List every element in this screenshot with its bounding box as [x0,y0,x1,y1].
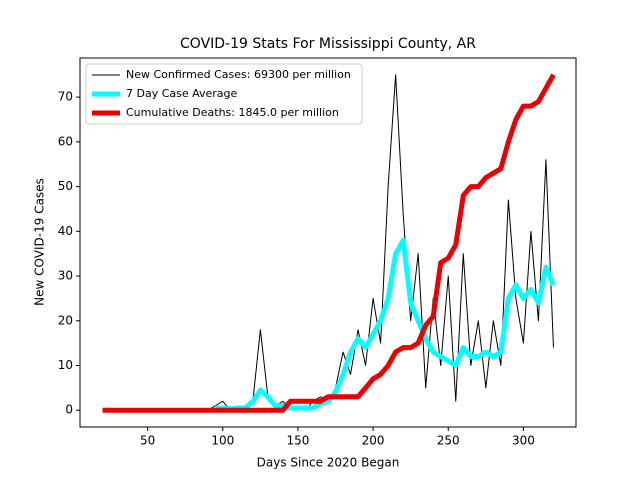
chart-title: COVID-19 Stats For Mississippi County, A… [180,36,476,52]
y-tick-label: 60 [58,134,73,148]
series-line [102,74,554,411]
y-tick-label: 50 [58,179,73,193]
x-axis-label: Days Since 2020 Began [257,456,400,470]
series-line [102,73,556,413]
y-tick-label: 10 [58,358,73,372]
y-tick-label: 0 [65,403,73,417]
y-tick-label: 70 [58,90,73,104]
legend-label: 7 Day Case Average [126,87,238,100]
plot-frame [79,57,577,428]
y-tick-label: 20 [58,313,73,327]
x-tick-label: 200 [362,434,385,448]
series-line [215,237,556,412]
legend-label: New Confirmed Cases: 69300 per million [126,68,351,81]
legend-label: Cumulative Deaths: 1845.0 per million [126,106,339,119]
x-tick-label: 300 [512,434,535,448]
y-tick-label: 40 [58,224,73,238]
x-tick-label: 250 [437,434,460,448]
x-tick-label: 100 [211,434,234,448]
y-tick-label: 30 [58,269,73,283]
y-axis-label: New COVID-19 Cases [33,178,47,306]
x-tick-label: 50 [140,434,155,448]
legend-box [85,63,363,125]
x-tick-label: 150 [286,434,309,448]
